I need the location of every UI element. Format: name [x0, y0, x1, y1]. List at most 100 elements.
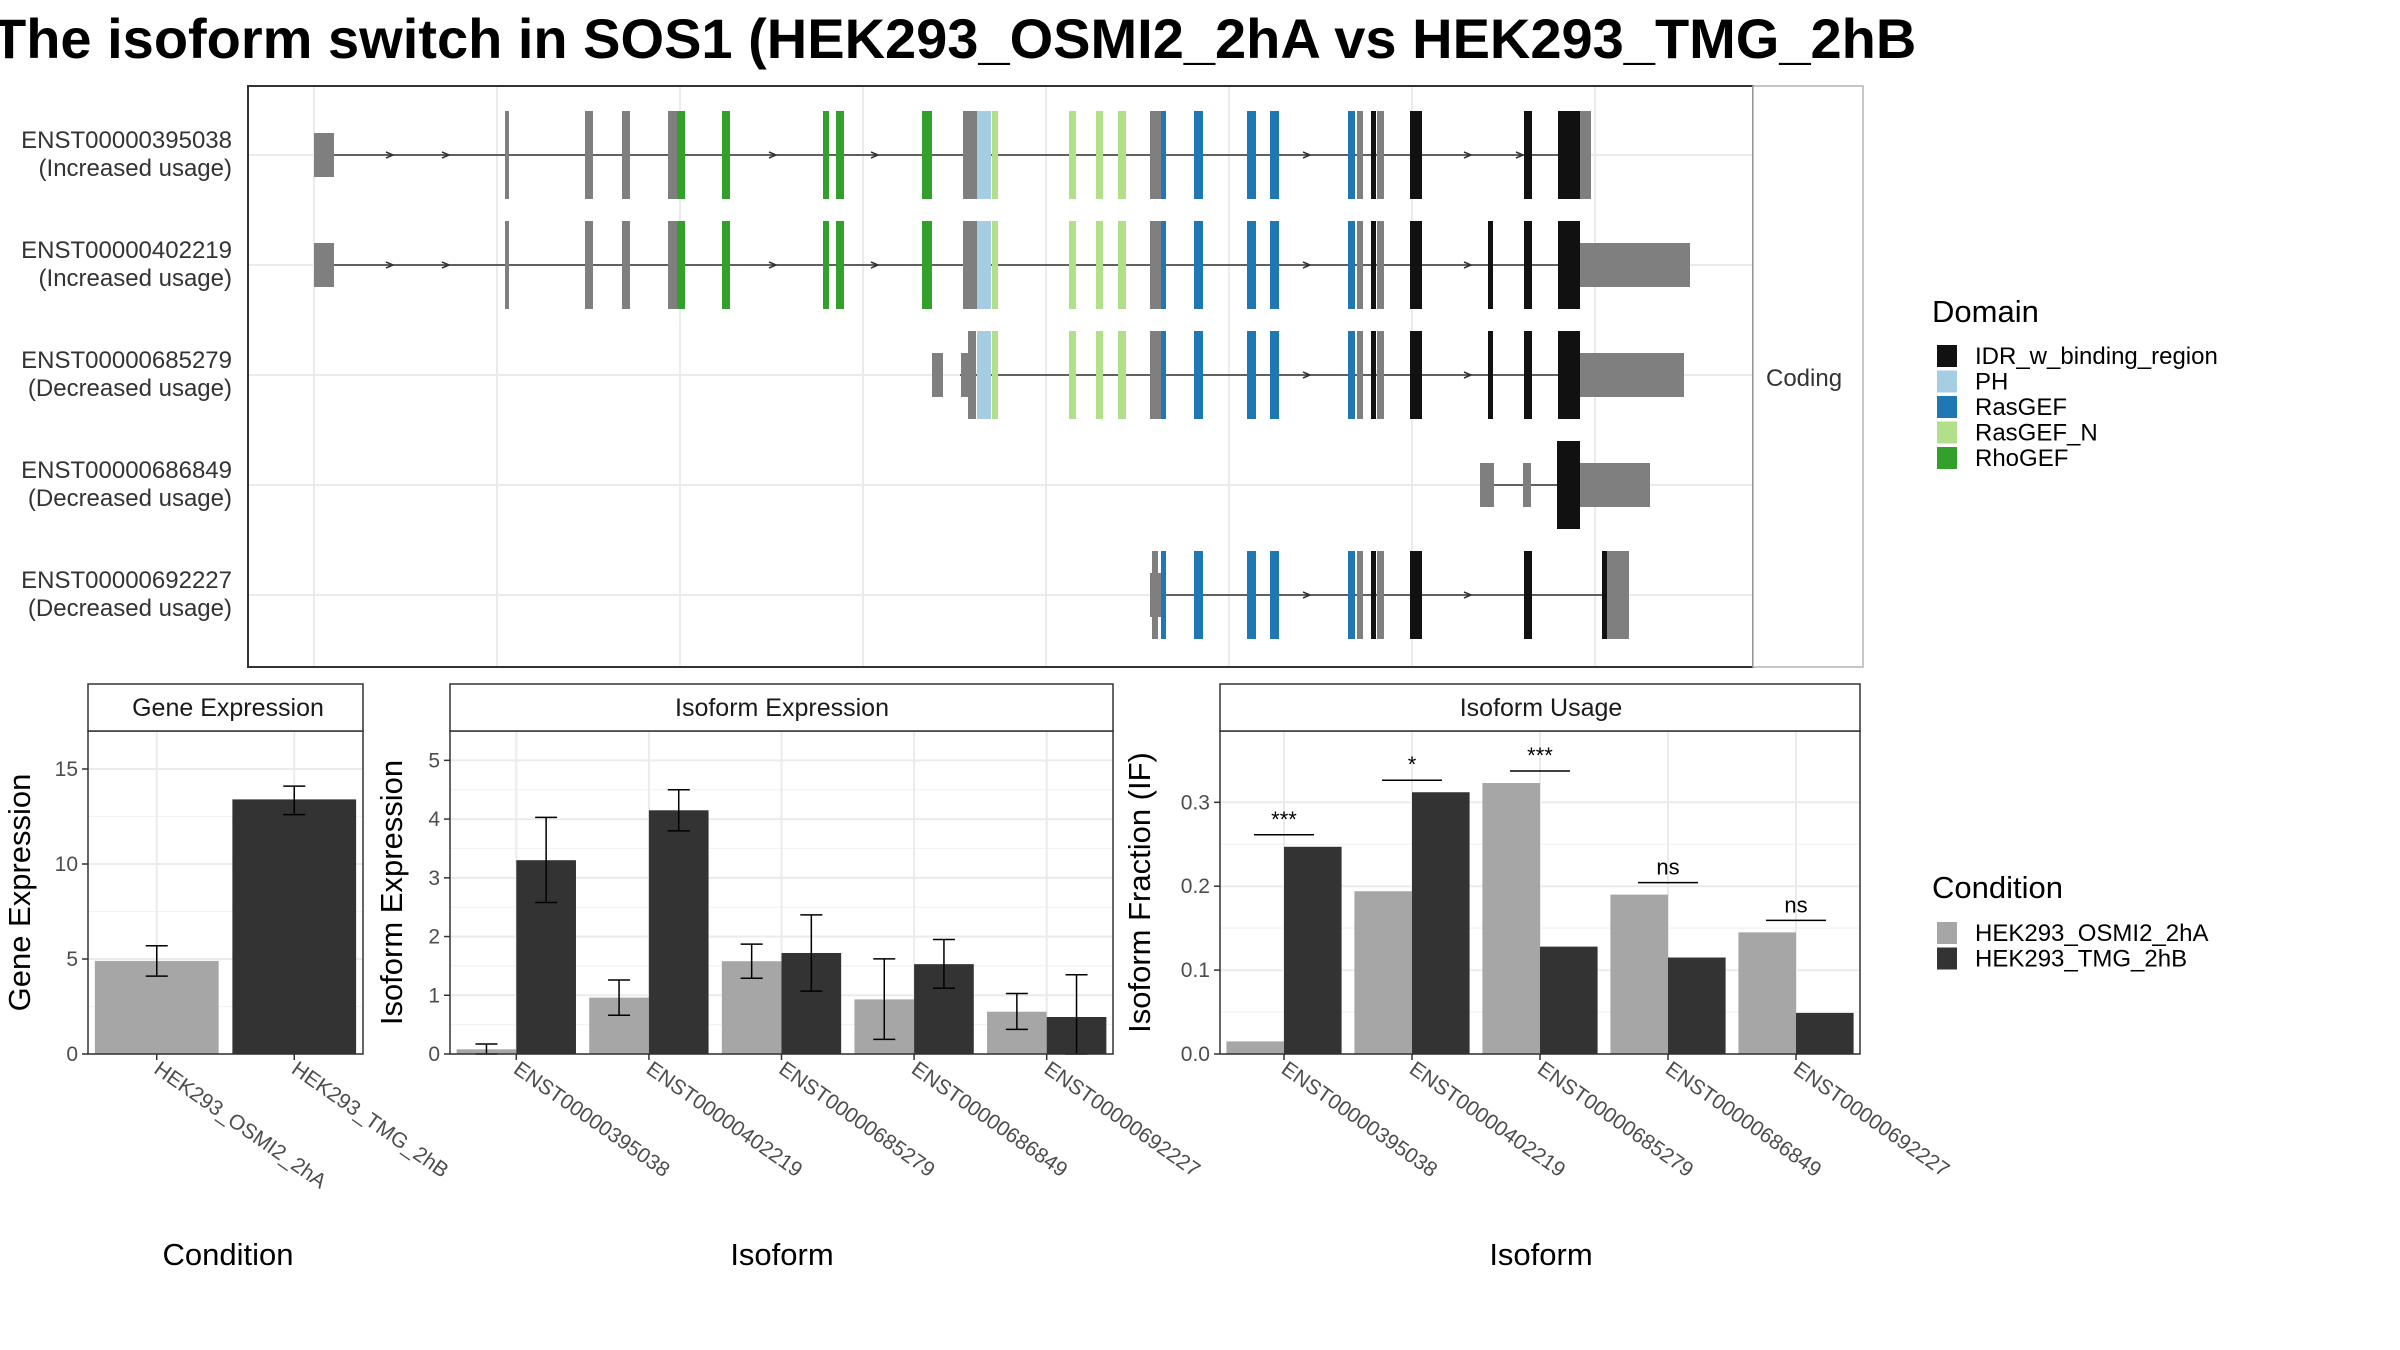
y-tick-label: 3 — [428, 867, 440, 890]
exon-non-domain — [622, 111, 630, 199]
utr-exon — [314, 243, 334, 287]
exon-idr_w_binding_region — [1371, 331, 1376, 419]
y-tick-label: 4 — [428, 808, 440, 831]
exon-rasgef_n — [992, 111, 998, 199]
utr-exon — [932, 353, 943, 397]
exon-non-domain — [1580, 463, 1650, 507]
exon-rasgef_n — [1118, 221, 1126, 309]
bar-enst00000402219-hek293_osmi2_2ha — [1354, 891, 1412, 1054]
exon-idr_w_binding_region — [1602, 551, 1607, 639]
condition-legend-key-hek293_osmi2_2ha — [1937, 922, 1957, 944]
exon-rasgef — [1161, 331, 1166, 419]
exon-non-domain — [1357, 331, 1363, 419]
strand-arrow-icon — [1463, 591, 1473, 599]
exon-rasgef — [1247, 551, 1256, 639]
bar-hek293_tmg_2hb — [232, 799, 357, 1054]
exon-non-domain — [1580, 353, 1684, 397]
strand-arrow-icon — [870, 261, 880, 269]
exon-non-domain — [1150, 111, 1162, 199]
exon-ph — [977, 111, 991, 199]
x-axis-title: Condition — [163, 1237, 294, 1272]
bar-enst00000402219-hek293_tmg_2hb — [648, 810, 709, 1054]
utr-exon — [314, 133, 334, 177]
y-tick-label: 5 — [428, 749, 440, 772]
exon-rasgef_n — [1096, 331, 1103, 419]
exon-ph — [977, 331, 991, 419]
bar-enst00000692227-hek293_osmi2_2ha — [1738, 932, 1796, 1054]
isoform-expression-panel: Isoform Expression012345ENST00000395038E… — [374, 683, 1204, 1272]
domain-legend-label: RasGEF — [1975, 394, 2067, 421]
exon-rasgef — [1270, 331, 1279, 419]
exon-rhogef — [922, 221, 932, 309]
error-bar — [608, 979, 631, 1016]
transcript-row-ENST00000692227 — [1150, 551, 1629, 639]
condition-legend-title: Condition — [1932, 870, 2063, 905]
exon-rasgef — [1247, 331, 1256, 419]
exon-rasgef — [1194, 551, 1203, 639]
exon-rasgef_n — [1069, 331, 1076, 419]
strand-arrow-icon — [385, 261, 395, 269]
strand-arrow-icon — [1302, 591, 1312, 599]
exon-rasgef — [1194, 111, 1203, 199]
exon-non-domain — [1357, 111, 1363, 199]
exon-idr_w_binding_region — [1410, 551, 1422, 639]
exon-rhogef — [922, 111, 932, 199]
strand-arrow-icon — [1302, 371, 1312, 379]
domain-legend-label: IDR_w_binding_region — [1975, 343, 2218, 370]
significance-label: *** — [1271, 807, 1297, 832]
isoform-id-label: ENST00000395038 — [21, 127, 232, 154]
strand-arrow-icon — [385, 151, 395, 159]
significance-label: *** — [1527, 743, 1553, 768]
panel-strip — [1219, 683, 1861, 732]
y-tick-label: 0 — [66, 1043, 78, 1066]
exon-rasgef_n — [1096, 111, 1103, 199]
domain-legend-label: RhoGEF — [1975, 445, 2068, 472]
exon-non-domain — [1580, 243, 1690, 287]
exon-idr_w_binding_region — [1524, 111, 1532, 199]
isoform-usage-label: (Decreased usage) — [28, 375, 232, 402]
isoform-usage-label: (Increased usage) — [39, 155, 232, 182]
exon-rasgef_n — [1096, 221, 1103, 309]
y-tick-label: 0 — [428, 1043, 440, 1066]
utr-exon — [1480, 463, 1494, 507]
exon-idr_w_binding_region — [1410, 111, 1422, 199]
y-tick-label: 1 — [428, 984, 440, 1007]
exon-rhogef — [823, 221, 829, 309]
bar-enst00000685279-hek293_osmi2_2ha — [1482, 783, 1540, 1054]
strand-arrow-icon — [1302, 151, 1312, 159]
exon-ph — [977, 221, 991, 309]
exon-idr_w_binding_region — [1410, 221, 1422, 309]
exon-idr_w_binding_region — [1410, 331, 1422, 419]
y-axis-title: Isoform Fraction (IF) — [1122, 752, 1157, 1033]
exon-non-domain — [1377, 111, 1384, 199]
strand-arrow-icon — [1515, 151, 1525, 159]
y-tick-label: 0.1 — [1181, 959, 1210, 982]
error-bar — [283, 785, 306, 816]
exon-idr_w_binding_region — [1557, 441, 1563, 529]
exon-rasgef_n — [1118, 331, 1126, 419]
exon-non-domain — [668, 221, 678, 309]
domain-legend-key-rhogef — [1937, 447, 1957, 469]
exon-rasgef_n — [992, 221, 998, 309]
y-tick-label: 0.0 — [1181, 1043, 1210, 1066]
panel-strip-title: Gene Expression — [132, 694, 324, 722]
significance-label: ns — [1784, 892, 1807, 917]
significance-label: ns — [1656, 855, 1679, 880]
exon-rasgef — [1348, 111, 1355, 199]
strand-arrow-icon — [441, 151, 451, 159]
exon-rasgef — [1161, 551, 1166, 639]
isoform-id-label: ENST00000692227 — [21, 567, 232, 594]
panel-strip-title: Isoform Usage — [1460, 694, 1623, 722]
exon-rasgef — [1161, 111, 1166, 199]
exon-non-domain — [968, 331, 976, 419]
panel-strip-title: Isoform Expression — [675, 694, 889, 722]
exon-rasgef — [1194, 221, 1203, 309]
error-bar — [667, 788, 690, 832]
utr-exon — [961, 353, 968, 397]
exon-rhogef — [836, 111, 844, 199]
exon-rasgef — [1161, 221, 1166, 309]
bar-enst00000395038-hek293_osmi2_2ha — [1226, 1041, 1284, 1054]
isoform-id-label: ENST00000402219 — [21, 237, 232, 264]
exon-idr_w_binding_region — [1371, 551, 1376, 639]
